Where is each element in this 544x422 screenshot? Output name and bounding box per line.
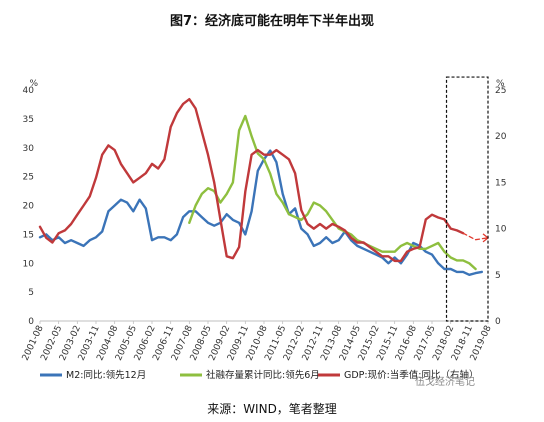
watermark: 伍戈经济笔记 — [415, 375, 475, 388]
y-right-tick-label: 25 — [495, 86, 506, 96]
y-left-tick-label: 15 — [23, 230, 34, 240]
forecast-box — [445, 76, 489, 322]
y-right-tick-label: 15 — [495, 178, 506, 188]
y-left-tick-label: 30 — [23, 144, 35, 154]
y-right-tick-label: 5 — [495, 271, 501, 281]
legend-label: GDP:现价:当季值:同比（右轴） — [344, 369, 479, 381]
y-right-tick-label: 20 — [495, 132, 507, 142]
forecast-overlay — [445, 76, 489, 322]
legend: M2:同比:领先12月 社融存量累计同比:领先6月 GDP:现价:当季值:同比（右轴… — [40, 369, 479, 381]
series-group — [38, 98, 490, 276]
legend-label: 社融存量累计同比:领先6月 — [206, 369, 320, 381]
y-left-tick-label: 40 — [23, 86, 35, 96]
source-note: 来源：WIND，笔者整理 — [207, 402, 337, 416]
y-right-tick-label: 0 — [495, 317, 501, 327]
y-left-tick-label: 10 — [23, 259, 35, 269]
y-left-tick-label: 25 — [23, 173, 34, 183]
forecast-line — [462, 232, 489, 241]
y-left-tick-label: 35 — [23, 115, 34, 125]
legend-label: M2:同比:领先12月 — [66, 369, 146, 381]
y-left-unit-label: % — [29, 79, 38, 89]
y-left-tick-label: 0 — [28, 317, 34, 327]
y-right-tick-label: 10 — [495, 225, 507, 235]
series-line-0 — [38, 149, 483, 276]
chart-title: 图7：经济底可能在明年下半年出现 — [169, 14, 375, 29]
y-left-tick-label: 5 — [28, 288, 34, 298]
y-left-tick-label: 20 — [23, 202, 35, 212]
y-right-unit-label: % — [496, 79, 505, 89]
series-line-2 — [38, 98, 465, 263]
series-line-1 — [188, 114, 477, 271]
